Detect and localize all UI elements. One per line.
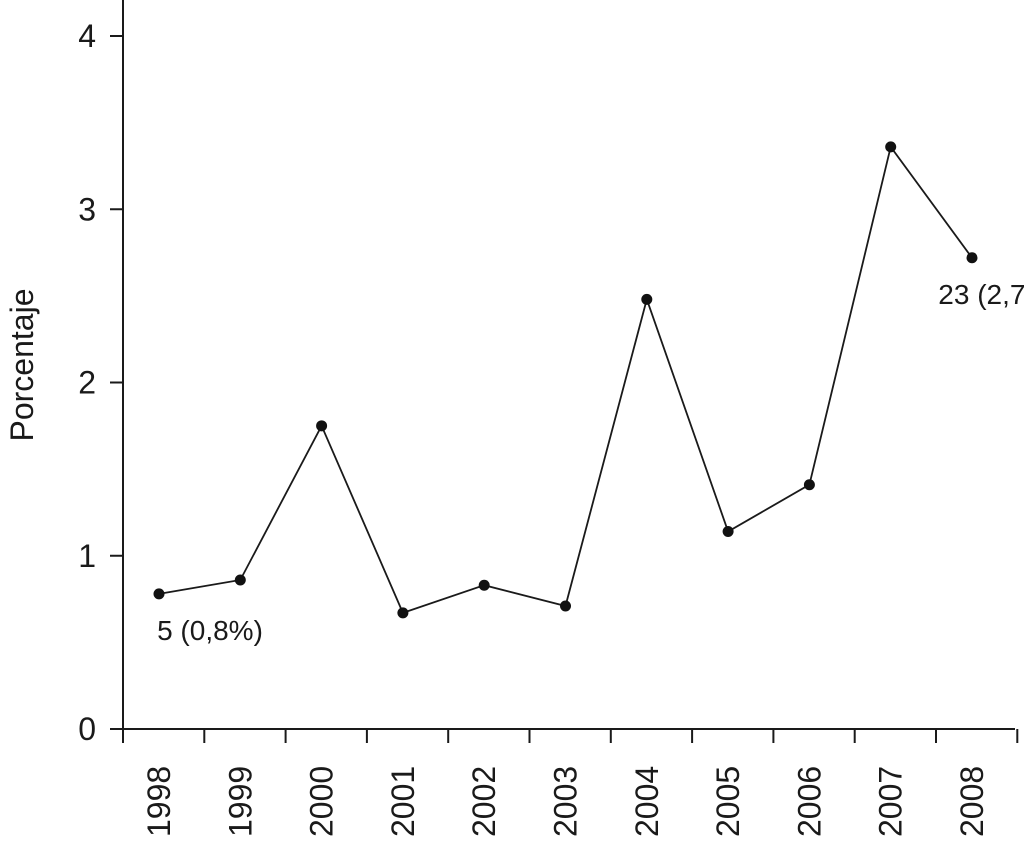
annotations: 5 (0,8%) 23 (2,7%): [157, 279, 1024, 646]
data-point: [722, 525, 734, 537]
y-tick-label: 2: [78, 365, 96, 401]
y-tick-label: 3: [78, 191, 96, 227]
x-ticks: 1998 1999 2000 2001 2002 2003 2004 2005 2006 2007…: [122, 729, 1019, 837]
x-tick-label: 2000: [304, 766, 340, 837]
x-tick-label: 2003: [548, 766, 584, 837]
x-tick-label: 2002: [466, 766, 502, 837]
y-tick-label: 0: [78, 711, 96, 747]
series-line: [158, 144, 973, 615]
x-tick-label: 2004: [629, 766, 665, 837]
x-tick-label: 2007: [873, 766, 909, 837]
x-tick-label: 2001: [385, 766, 421, 837]
x-tick-label: 1998: [141, 766, 177, 837]
data-point: [885, 141, 897, 153]
data-point: [966, 252, 978, 264]
data-annotation: 23 (2,7%): [938, 279, 1024, 310]
y-tick-label: 1: [78, 538, 96, 574]
x-tick-label: 2006: [791, 766, 827, 837]
data-point: [316, 420, 328, 432]
y-ticks: 0 1 2 3 4: [78, 18, 123, 747]
data-point: [478, 579, 490, 591]
x-tick-label: 1999: [222, 766, 258, 837]
data-point: [234, 574, 246, 586]
x-tick-label: 2008: [954, 766, 990, 837]
data-point: [153, 588, 165, 600]
data-annotation: 5 (0,8%): [157, 615, 263, 646]
data-point: [560, 600, 571, 612]
data-point: [397, 607, 409, 619]
data-point: [641, 293, 653, 305]
y-axis-title: Porcentaje: [4, 289, 40, 442]
y-tick-label: 4: [78, 18, 96, 54]
data-point: [803, 479, 815, 491]
data-points: [153, 141, 978, 619]
x-tick-label: 2005: [710, 766, 746, 837]
